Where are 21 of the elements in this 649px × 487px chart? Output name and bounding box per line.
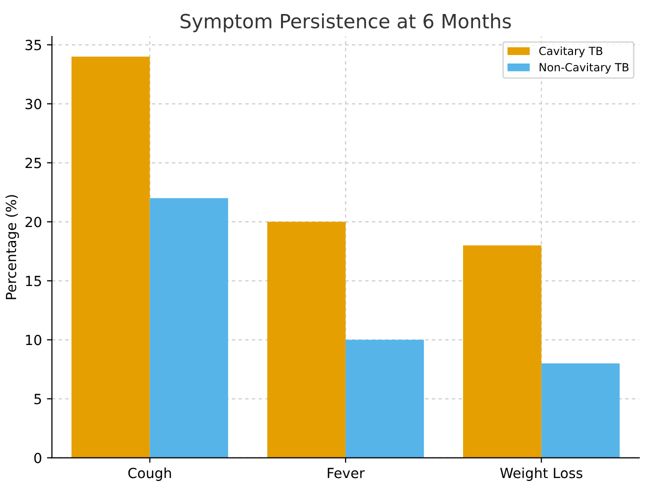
y-axis-title: Percentage (%) [6,195,19,300]
y-tick-label: 25 [26,158,41,168]
bar [267,222,346,458]
legend-label: Cavitary TB [539,46,602,58]
legend-label: Non-Cavitary TB [540,62,628,74]
y-tick-label: 5 [34,394,41,404]
bar [150,198,228,458]
bar [541,363,620,458]
x-tick-label: Fever [328,468,365,478]
bar [72,56,150,458]
chart-title: Symptom Persistence at 6 Months [180,13,511,32]
y-tick-label: 0 [34,452,42,464]
y-tick-label: 30 [26,98,42,110]
y-tick-label: 20 [26,216,42,228]
x-tick-label: Cough [128,468,171,481]
y-tick-label: 10 [26,334,42,346]
bar [463,245,542,458]
bar [346,340,424,458]
x-tick-label: Weight Loss [500,468,582,481]
y-tick-label: 15 [26,276,41,286]
y-tick-label: 35 [26,40,41,50]
